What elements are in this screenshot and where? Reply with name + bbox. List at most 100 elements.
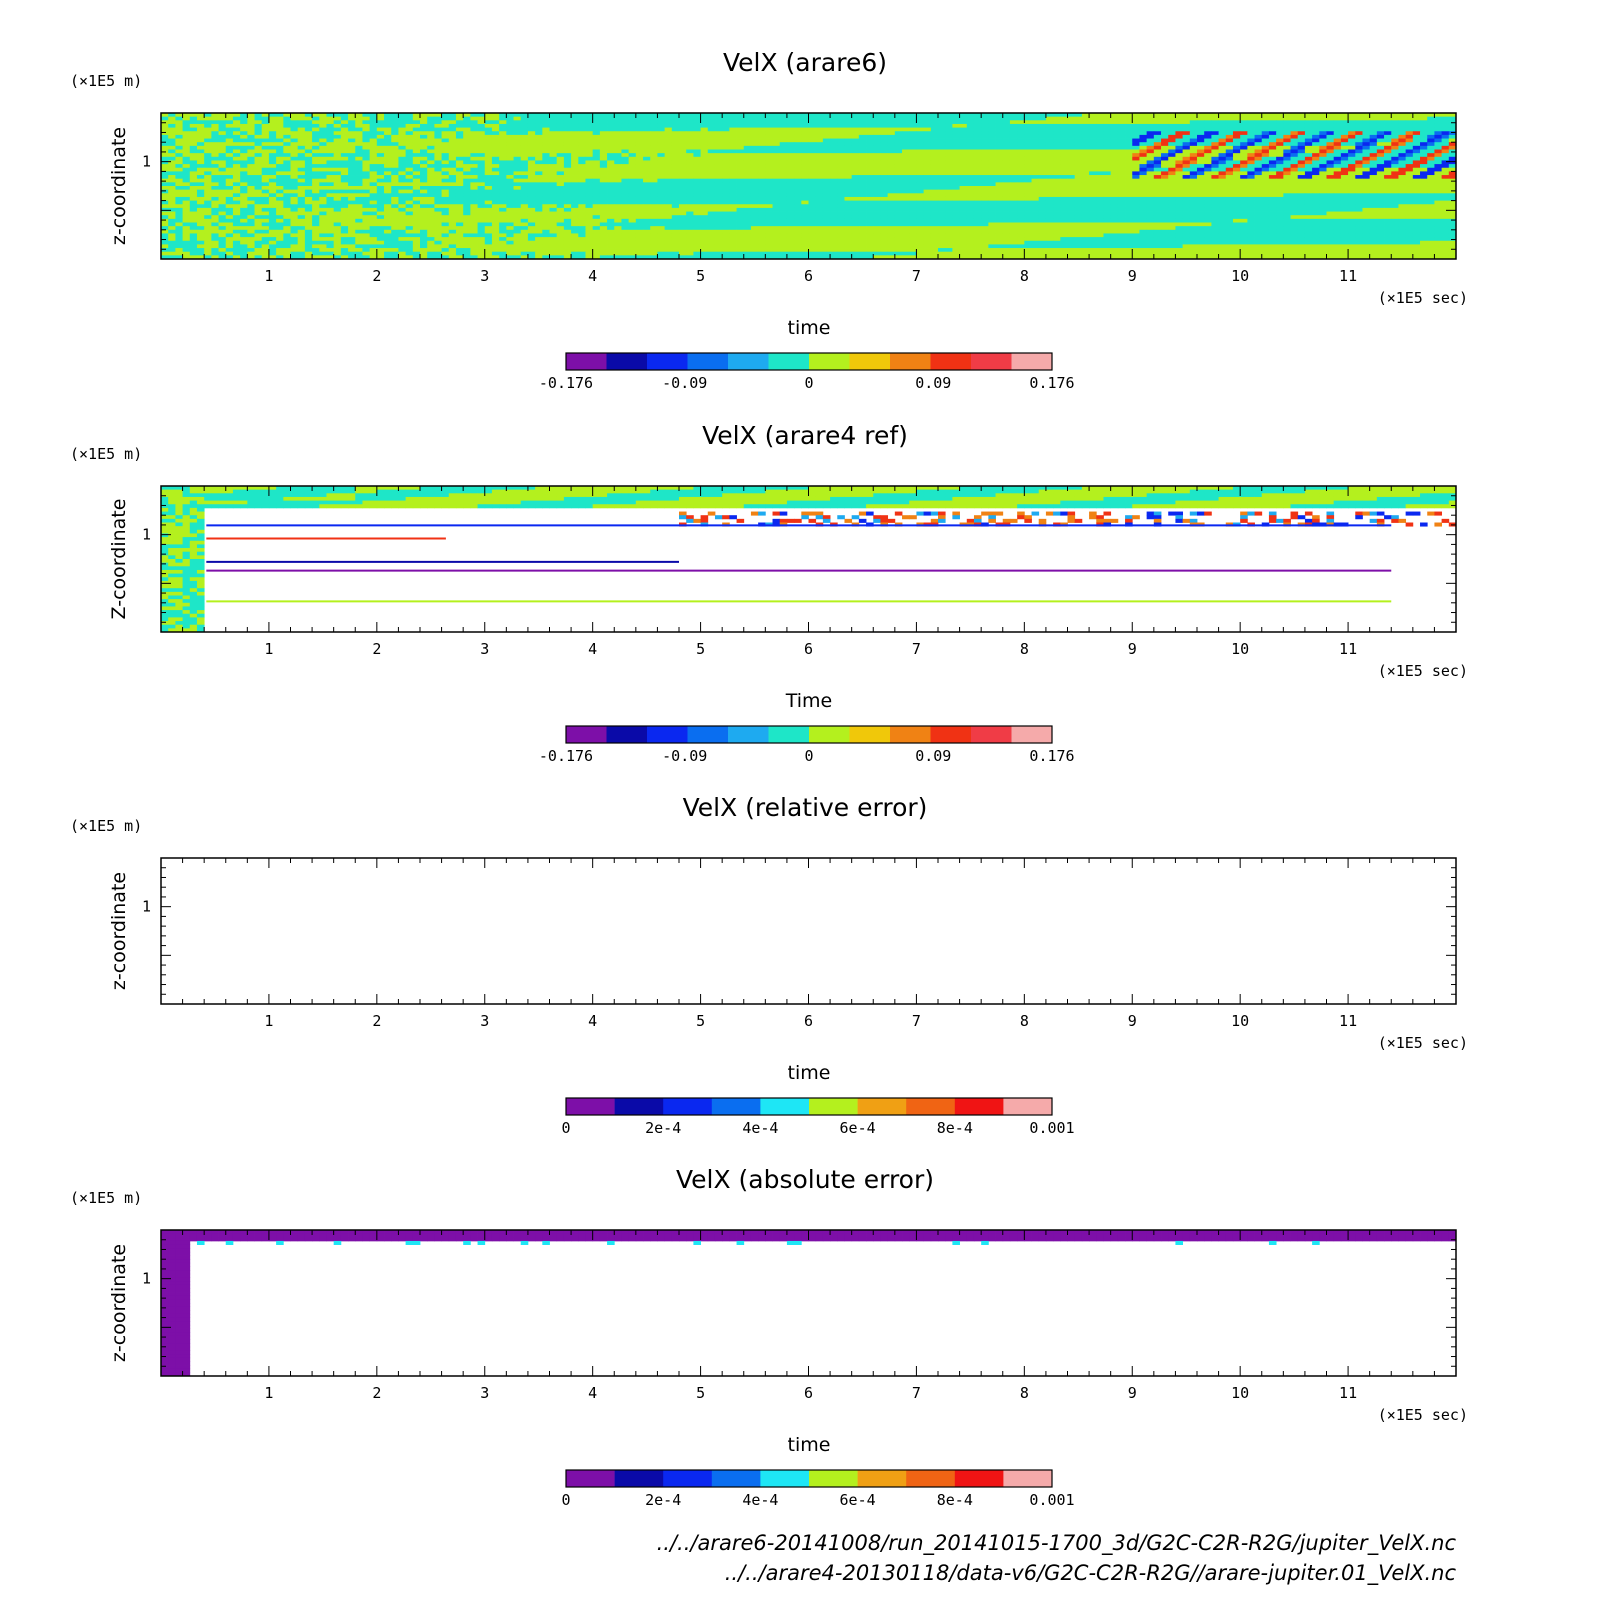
heatmap-cell [340, 160, 349, 165]
heatmap-cell [1175, 204, 1184, 209]
heatmap-cell [196, 204, 205, 209]
heatmap-cell [376, 131, 385, 136]
heatmap-cell [1153, 149, 1162, 154]
heatmap-cell [1211, 116, 1219, 121]
heatmap-cell [434, 207, 442, 212]
heatmap-cell [765, 182, 773, 187]
heatmap-cell [1326, 178, 1335, 183]
heatmap-cell [355, 193, 363, 198]
heatmap-cell [240, 211, 248, 216]
heatmap-cell [607, 153, 615, 158]
heatmap-cell [1398, 156, 1407, 161]
heatmap-cell [1283, 164, 1291, 169]
heatmap-cell [966, 123, 975, 128]
heatmap-cell [858, 142, 867, 147]
heatmap-cell [225, 123, 234, 128]
heatmap-cell [1089, 171, 1097, 176]
heatmap-cell [880, 113, 889, 118]
heatmap-cell [938, 160, 946, 165]
heatmap-cell [1391, 167, 1399, 172]
heatmap-cell [376, 204, 385, 209]
heatmap-cell [1405, 189, 1414, 194]
heatmap-cell [384, 145, 392, 150]
heatmap-cell [1067, 193, 1076, 198]
heatmap-cell [1376, 189, 1385, 194]
heatmap-cell [758, 186, 766, 191]
heatmap-cell [1211, 182, 1219, 187]
heatmap-cell [369, 142, 378, 147]
heatmap-cell [1398, 175, 1407, 180]
heatmap-cell [412, 196, 421, 201]
heatmap-cell [1009, 211, 1018, 216]
heatmap-cell [254, 123, 263, 128]
heatmap-cell [527, 116, 536, 121]
heatmap-cell [1369, 193, 1378, 198]
heatmap-cell [326, 193, 335, 198]
heatmap-cell [1427, 182, 1435, 187]
heatmap-cell [427, 160, 435, 165]
heatmap-cell [628, 153, 637, 158]
heatmap-cell [894, 186, 903, 191]
heatmap-cell [851, 200, 860, 205]
heatmap-cell [1362, 189, 1371, 194]
heatmap-cell [563, 171, 572, 176]
heatmap-cell [1276, 207, 1284, 212]
heatmap-cell [1290, 175, 1299, 180]
heatmap-cell [585, 113, 594, 118]
heatmap-cell [1168, 134, 1176, 139]
heatmap-cell [1197, 193, 1205, 198]
heatmap-cell [290, 178, 299, 183]
heatmap-cell [794, 175, 802, 180]
heatmap-cell [369, 196, 378, 201]
heatmap-cell [657, 134, 666, 139]
heatmap-cell [1326, 153, 1335, 158]
heatmap-cell [276, 211, 284, 216]
heatmap-cell [851, 204, 860, 209]
heatmap-cell [916, 167, 925, 172]
heatmap-cell [635, 142, 644, 147]
heatmap-cell [1031, 120, 1040, 125]
heatmap-cell [679, 171, 687, 176]
heatmap-cell [1333, 178, 1342, 183]
heatmap-cell [779, 123, 788, 128]
heatmap-cell [218, 131, 227, 136]
heatmap-cell [376, 120, 385, 125]
heatmap-cell [312, 156, 320, 161]
heatmap-cell [1369, 142, 1378, 147]
heatmap-cell [1297, 182, 1306, 187]
heatmap-cell [448, 164, 457, 169]
heatmap-cell [1283, 186, 1291, 191]
heatmap-cell [1398, 149, 1407, 154]
heatmap-cell [1420, 164, 1428, 169]
heatmap-cell [1074, 200, 1083, 205]
heatmap-cell [506, 120, 514, 125]
heatmap-cell [671, 113, 680, 118]
heatmap-cell [1312, 167, 1320, 172]
heatmap-cell [175, 167, 183, 172]
heatmap-cell [499, 178, 507, 183]
heatmap-cell [1304, 189, 1313, 194]
heatmap-cell [1074, 204, 1083, 209]
heatmap-cell [1412, 120, 1421, 125]
heatmap-cell [866, 200, 874, 205]
heatmap-cell [858, 116, 867, 121]
heatmap-cell [959, 153, 968, 158]
heatmap-cell [362, 211, 371, 216]
heatmap-cell [333, 193, 342, 198]
heatmap-cell [995, 204, 1004, 209]
heatmap-cell [758, 138, 766, 143]
heatmap-cell [182, 193, 191, 198]
heatmap-cell [527, 200, 536, 205]
heatmap-cell [1096, 160, 1104, 165]
heatmap-cell [851, 145, 860, 150]
heatmap-cell [621, 149, 630, 154]
heatmap-cell [520, 123, 529, 128]
heatmap-cell [1045, 120, 1054, 125]
heatmap-cell [398, 153, 407, 158]
heatmap-cell [1312, 142, 1320, 147]
heatmap-cell [830, 142, 838, 147]
heatmap-cell [858, 186, 867, 191]
heatmap-cell [902, 186, 910, 191]
heatmap-cell [1211, 193, 1219, 198]
heatmap-cell [326, 167, 335, 172]
